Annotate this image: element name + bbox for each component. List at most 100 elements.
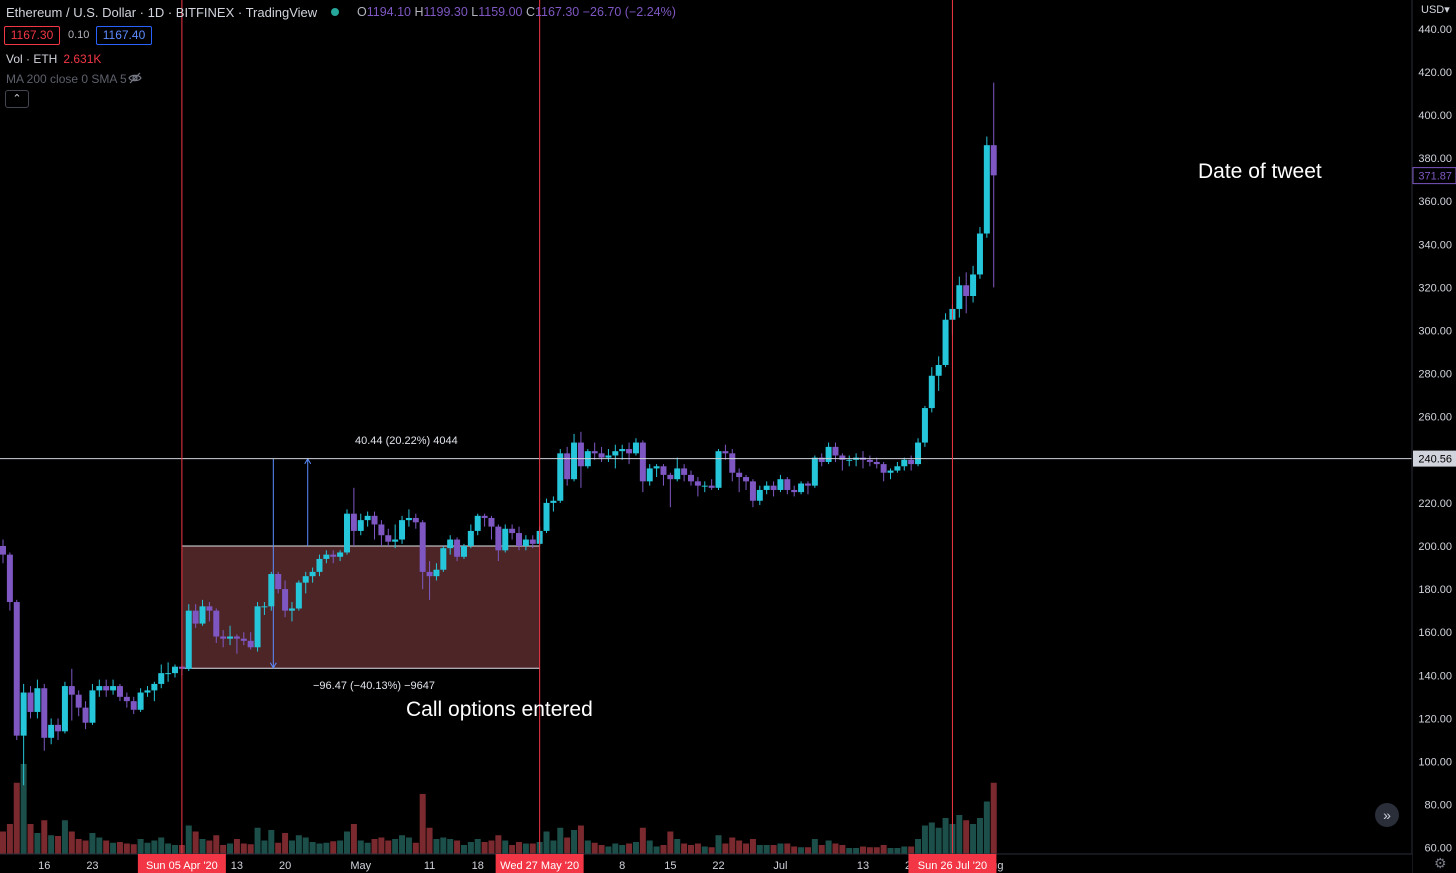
- volume-layer: [0, 764, 997, 854]
- volume-bar: [653, 846, 660, 854]
- volume-bar: [791, 846, 798, 854]
- gear-icon[interactable]: ⚙: [1434, 855, 1447, 871]
- volume-bar: [123, 843, 130, 854]
- buy-price-button[interactable]: 1167.40: [96, 26, 152, 45]
- candle-body: [474, 515, 481, 531]
- candle-body: [20, 692, 27, 736]
- candle-body: [426, 571, 433, 577]
- candle-body: [323, 554, 330, 559]
- candle-body: [316, 558, 323, 572]
- volume-bar: [715, 835, 722, 854]
- volume-bar: [426, 827, 433, 854]
- time-tick-label: 16: [38, 860, 50, 872]
- candle-body: [288, 608, 295, 611]
- change-value: −26.70 (−2.24%): [582, 5, 676, 19]
- candle-body: [206, 606, 213, 611]
- eye-off-icon[interactable]: [128, 71, 142, 85]
- candle-body: [350, 513, 357, 531]
- candle-body: [516, 533, 522, 546]
- candle-body: [818, 457, 825, 462]
- volume-bar: [811, 839, 818, 854]
- volume-bar: [853, 848, 860, 854]
- vertical-markers-layer: [0, 0, 1412, 854]
- price-tick-label: 320.00: [1418, 282, 1452, 294]
- candle-body: [364, 515, 371, 521]
- candle-body: [165, 673, 172, 675]
- price-tick-label: 60.00: [1424, 843, 1452, 855]
- volume-bar: [282, 833, 289, 854]
- candle-body: [337, 552, 344, 557]
- low-value: 1159.00: [478, 5, 523, 19]
- candle-body: [577, 442, 584, 467]
- candle-body: [681, 468, 688, 475]
- candle-body: [240, 638, 247, 641]
- ma-legend[interactable]: MA 200 close 0 SMA 5: [6, 72, 127, 86]
- volume-bar: [529, 843, 536, 854]
- time-tick-label: 8: [619, 860, 625, 872]
- volume-bar: [89, 833, 96, 854]
- candle-body: [302, 576, 309, 583]
- volume-bar: [970, 824, 977, 854]
- time-tick-label: Jul: [773, 860, 787, 872]
- candle-body: [399, 520, 406, 540]
- volume-bar: [798, 847, 805, 854]
- tweet-annotation: Date of tweet: [1198, 160, 1322, 183]
- volume-bar: [722, 843, 729, 854]
- candle-body: [522, 539, 529, 546]
- volume-bar: [323, 842, 330, 854]
- candle-body: [392, 539, 399, 542]
- candle-body: [261, 606, 268, 608]
- volume-bar: [192, 831, 199, 854]
- candle-body: [763, 485, 770, 490]
- candle-body: [674, 468, 681, 480]
- candle-body: [928, 375, 935, 409]
- candle-body: [454, 539, 461, 557]
- date-marker-label: Wed 27 May '20: [500, 860, 579, 872]
- volume-bar: [116, 842, 123, 854]
- volume-bar: [963, 820, 970, 854]
- candle-body: [61, 686, 68, 732]
- price-tick-label: 120.00: [1418, 713, 1452, 725]
- volume-bar: [440, 837, 447, 854]
- volume-bar: [385, 840, 392, 854]
- volume-bar: [860, 846, 866, 854]
- time-tick-label: 20: [279, 860, 291, 872]
- chevron-up-icon[interactable]: ⌃: [5, 90, 29, 108]
- candle-body: [743, 477, 750, 482]
- volume-bar: [976, 818, 983, 854]
- price-tick-label: 440.00: [1418, 24, 1452, 36]
- candle-body: [963, 285, 970, 297]
- volume-bar: [275, 842, 282, 854]
- candle-body: [626, 449, 633, 454]
- volume-bar: [206, 840, 213, 854]
- ohlc-readout: O1194.10 H1199.30 L1159.00 C1167.30 −26.…: [357, 5, 676, 19]
- volume-bar: [681, 843, 688, 854]
- candle-body: [722, 451, 729, 454]
- last-price-label: 371.87: [1418, 171, 1452, 183]
- volume-bar: [350, 824, 357, 854]
- candle-body: [405, 517, 412, 521]
- hline-price-badge: [1413, 450, 1456, 467]
- range-box: [181, 546, 540, 669]
- candle-body: [736, 472, 743, 478]
- price-tick-label: 360.00: [1418, 196, 1452, 208]
- candle-body: [158, 673, 165, 684]
- volume-bar: [151, 840, 158, 854]
- volume-bar: [591, 842, 598, 854]
- candle-body: [199, 606, 206, 624]
- volume-bar: [660, 845, 667, 854]
- candle-body: [756, 489, 763, 501]
- candle-body: [873, 461, 880, 465]
- candle-body: [550, 500, 557, 503]
- currency-selector[interactable]: USD▾: [1421, 4, 1450, 16]
- candle-body: [344, 513, 350, 553]
- double-chevron-right-icon[interactable]: »: [1375, 803, 1399, 827]
- volume-bar: [302, 837, 309, 854]
- volume-legend[interactable]: Vol · ETH 2.631K: [6, 52, 101, 66]
- volume-bar: [509, 845, 516, 854]
- time-tick-label: 23: [86, 860, 98, 872]
- volume-bar: [371, 839, 378, 854]
- sell-price-button[interactable]: 1167.30: [4, 26, 60, 45]
- volume-bar: [137, 839, 144, 854]
